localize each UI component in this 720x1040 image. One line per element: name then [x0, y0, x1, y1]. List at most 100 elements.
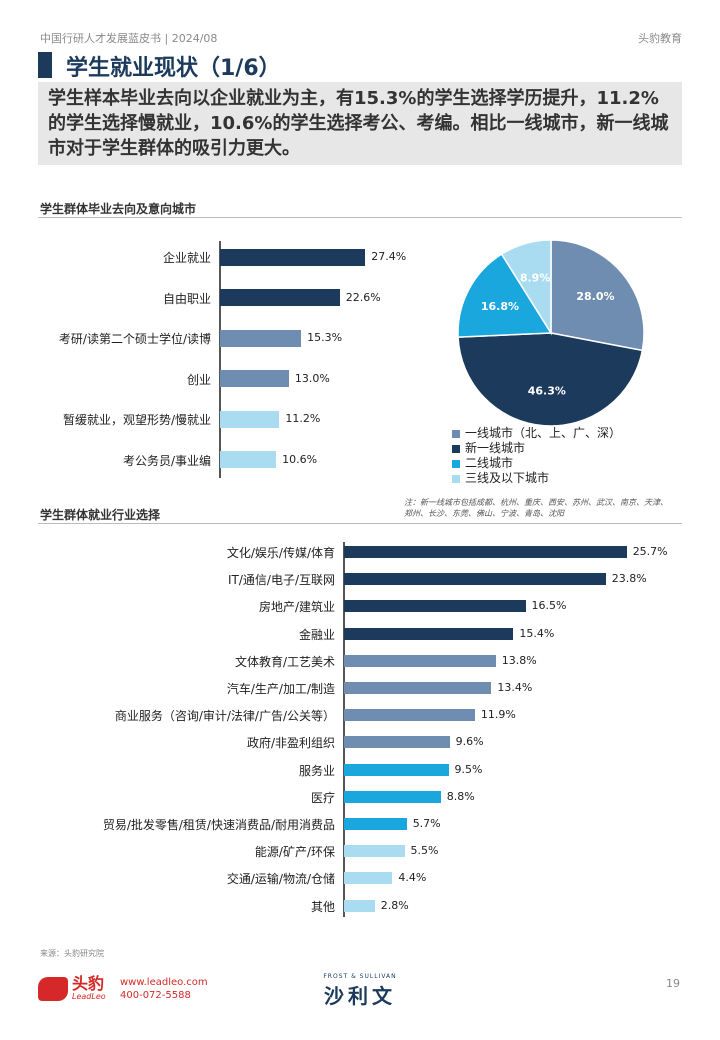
bar-value-label: 2.8%	[380, 898, 409, 912]
bar-category-label: 政府/非盈利组织	[246, 736, 335, 751]
city-pie-chart: 28.0% 46.3% 16.8% 8.9%	[456, 238, 646, 428]
website-link[interactable]: www.leadleo.com	[120, 977, 208, 988]
bar-category-label: 文化/娱乐/传媒/体育	[226, 546, 335, 560]
logo-cn: 头豹	[72, 974, 105, 993]
chart2-title: 学生群体就业行业选择	[40, 508, 161, 522]
bar-category-label: 企业就业	[162, 251, 211, 265]
bar	[344, 736, 450, 749]
sullivan-logo: FROST & SULLIVAN 沙利文	[300, 973, 420, 1009]
pie-legend: 一线城市（北、上、广、深） 新一线城市 二线城市 三线及以下城市	[452, 426, 621, 486]
legend-swatch	[452, 474, 460, 483]
bar-value-label: 11.2%	[285, 412, 321, 425]
bar	[344, 872, 393, 885]
page-title: 学生就业现状（1/6）	[66, 56, 281, 81]
chart1-divider	[38, 217, 682, 218]
bar-category-label: 医疗	[310, 790, 335, 805]
bar-value-label: 5.5%	[410, 844, 439, 858]
bar-value-label: 13.8%	[501, 653, 537, 667]
bar-category-label: 考公务员/事业编	[122, 453, 211, 468]
legend-item: 二线城市	[452, 456, 621, 471]
legend-label: 新一线城市	[465, 441, 526, 455]
bar-category-label: 考研/读第二个硕士学位/读博	[58, 332, 211, 346]
bar-value-label: 4.4%	[398, 871, 427, 885]
bar-value-label: 5.7%	[412, 817, 441, 830]
legend-item: 新一线城市	[452, 441, 621, 456]
pie-value-label: 46.3%	[528, 385, 566, 398]
bar-category-label: 商业服务（咨询/审计/法律/广告/公关等）	[114, 709, 335, 724]
pie-slice	[550, 239, 645, 352]
bar-category-label: 能源/矿产/环保	[254, 845, 335, 860]
pie-slice	[457, 332, 644, 427]
bar-value-label: 27.4%	[371, 250, 407, 263]
bar-category-label: 其他	[310, 899, 335, 914]
bar-value-label: 15.4%	[519, 626, 555, 640]
logo-en: LeadLeo	[72, 992, 106, 1001]
bar-category-label: 贸易/批发零售/租赁/快速消费品/耐用消费品	[102, 818, 335, 832]
bar-category-label: 创业	[186, 372, 211, 387]
bar-value-label: 8.8%	[446, 789, 475, 803]
bar	[220, 329, 302, 347]
bar-category-label: 房地产/建筑业	[258, 600, 335, 615]
leadleo-logo: 头豹 LeadLeo	[38, 976, 106, 1001]
sullivan-cn: 沙利文	[324, 984, 396, 1008]
legend-item: 三线及以下城市	[452, 471, 621, 486]
legend-label: 二线城市	[465, 456, 514, 470]
sullivan-en: FROST & SULLIVAN	[323, 973, 397, 980]
bar	[344, 682, 492, 694]
bar-value-label: 11.9%	[480, 708, 516, 722]
bar-axis	[343, 542, 345, 918]
bar-category-label: 金融业	[298, 627, 335, 642]
pie-value-label: 8.9%	[520, 272, 551, 285]
legend-label: 三线及以下城市	[465, 471, 550, 485]
bar	[344, 818, 407, 830]
bar	[344, 600, 526, 613]
bar	[344, 627, 514, 640]
bar	[220, 248, 366, 266]
bar-value-label: 15.3%	[307, 331, 343, 344]
summary-text: 学生样本毕业去向以企业就业为主，有15.3%的学生选择学历提升，11.2%的学生…	[38, 82, 682, 165]
chart2-divider	[38, 523, 682, 524]
pie-slice	[500, 239, 552, 336]
legend-swatch	[452, 429, 460, 438]
legend-swatch	[452, 444, 460, 453]
page-number: 19	[666, 977, 680, 990]
bar	[344, 845, 405, 858]
contact-info: www.leadleo.com 400-072-5588	[120, 976, 208, 1002]
city-pie-svg: 28.0% 46.3% 16.8% 8.9%	[457, 239, 645, 427]
bar-category-label: 文体教育/工艺美术	[234, 654, 335, 669]
bar	[344, 654, 496, 667]
bar-category-label: 汽车/生产/加工/制造	[226, 682, 335, 696]
legend-label: 一线城市（北、上、广、深）	[465, 426, 622, 440]
bar-value-label: 13.0%	[294, 371, 330, 385]
bar-value-label: 9.5%	[454, 762, 483, 776]
phone-number: 400-072-5588	[120, 990, 191, 1001]
bar	[220, 289, 340, 306]
pie-value-label: 16.8%	[481, 300, 519, 313]
bar-category-label: IT/通信/电子/互联网	[228, 573, 335, 588]
bar	[344, 763, 449, 776]
bar	[344, 573, 606, 586]
title-accent	[38, 52, 52, 78]
bar-value-label: 25.7%	[632, 545, 668, 558]
bar-axis	[219, 240, 221, 478]
source-note: 来源：头豹研究院	[40, 949, 104, 958]
leopard-icon	[38, 976, 68, 1001]
bar-category-label: 交通/运输/物流/仓储	[226, 872, 335, 887]
bar	[220, 451, 277, 468]
report-meta: 中国行研人才发展蓝皮书 | 2024/08	[40, 32, 218, 45]
bar-value-label: 13.4%	[497, 681, 533, 694]
bar-value-label: 10.6%	[282, 452, 318, 466]
bar-value-label: 23.8%	[611, 572, 647, 586]
bar	[344, 546, 627, 558]
bar-value-label: 9.6%	[455, 735, 484, 749]
bar	[220, 370, 289, 387]
chart1-title: 学生群体毕业去向及意向城市	[40, 202, 197, 216]
bar	[344, 790, 441, 803]
bar-category-label: 暂缓就业，观望形势/慢就业	[62, 413, 211, 427]
bar-value-label: 16.5%	[531, 599, 567, 613]
bar-category-label: 服务业	[298, 763, 335, 778]
bar	[344, 709, 475, 722]
bar-value-label: 22.6%	[345, 290, 381, 304]
brand-name: 头豹教育	[638, 32, 682, 45]
pie-value-label: 28.0%	[576, 290, 614, 303]
